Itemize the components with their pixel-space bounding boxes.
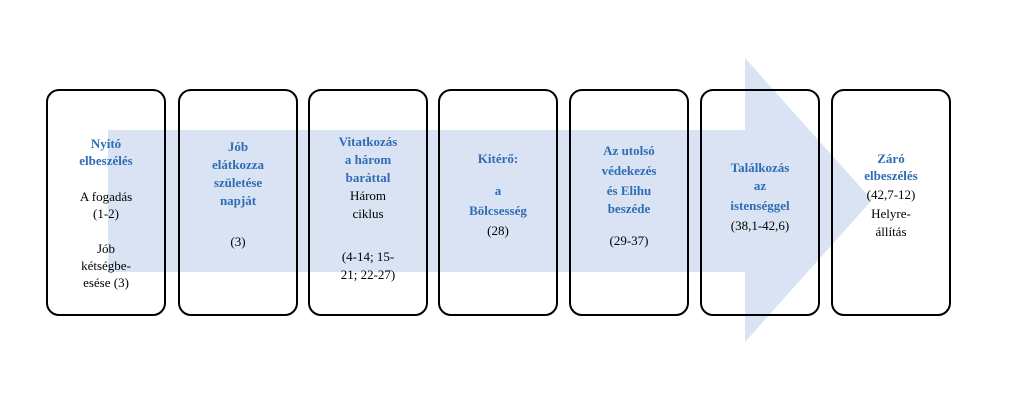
stage-text: (29-37) xyxy=(610,233,649,248)
stage-title: az xyxy=(754,178,767,193)
stage-title: Vitatkozás xyxy=(339,134,398,149)
stage-title: Az utolsó xyxy=(603,143,655,158)
stage-title: és Elihu xyxy=(607,183,651,198)
stage-title: Kitérő: xyxy=(478,151,518,166)
stage-box xyxy=(438,89,558,316)
stage-title: a xyxy=(495,183,502,198)
stage-text: (3) xyxy=(230,234,245,249)
stage-text: esése (3) xyxy=(83,275,129,290)
stage-box xyxy=(308,89,428,316)
stage-title: beszéde xyxy=(608,201,651,216)
stage-text: (4-14; 15- xyxy=(342,249,394,264)
stage-text: Három xyxy=(350,188,386,203)
stage-text: (38,1-42,6) xyxy=(731,218,790,233)
stage-text: (1-2) xyxy=(93,206,119,221)
stage-text: 21; 22-27) xyxy=(341,267,396,282)
stage-title: elátkozza xyxy=(212,157,264,172)
stage-title: Záró xyxy=(877,151,904,166)
stage-text: kétségbe- xyxy=(81,258,131,273)
stage-title: védekezés xyxy=(602,163,657,178)
stage-title: baráttal xyxy=(346,170,391,185)
boxes: Nyitó elbeszélés A fogadás (1-2) Jób kétségbe… xyxy=(46,89,951,316)
stage-box xyxy=(178,89,298,316)
stage-title: Találkozás xyxy=(731,160,790,175)
stage-text: állítás xyxy=(875,224,906,239)
stage-title: napját xyxy=(220,193,257,208)
stage-text: (42,7-12) xyxy=(867,187,916,202)
stage-title: istenséggel xyxy=(730,198,790,213)
stage-text: (28) xyxy=(487,223,509,238)
stage-box xyxy=(46,89,166,316)
stage-text: A fogadás xyxy=(80,189,132,204)
stage-title: elbeszélés xyxy=(79,153,132,168)
stage-title: a három xyxy=(345,152,392,167)
stage-text: Helyre- xyxy=(871,206,911,221)
stage-text: ciklus xyxy=(352,206,383,221)
stage-title: Bölcsesség xyxy=(469,203,527,218)
process-arrow xyxy=(108,58,872,342)
stage-title: Nyitó xyxy=(91,136,121,151)
stage-text: Jób xyxy=(97,241,115,256)
stage-box xyxy=(700,89,820,316)
stage-title: születése xyxy=(214,175,263,190)
stage-box xyxy=(831,89,951,316)
stage-title: Jób xyxy=(228,139,248,154)
stage-box xyxy=(569,89,689,316)
stage-title: elbeszélés xyxy=(864,168,917,183)
